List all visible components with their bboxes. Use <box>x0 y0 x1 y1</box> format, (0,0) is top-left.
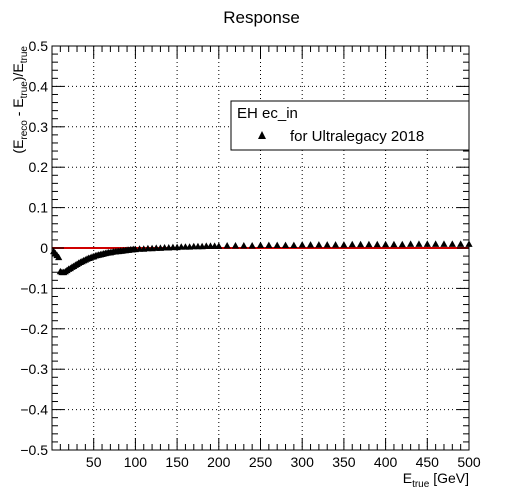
x-tick-label: 450 <box>416 454 440 470</box>
chart-title: Response <box>223 8 300 27</box>
data-point-triangle <box>382 240 390 248</box>
data-point-triangle <box>331 241 340 248</box>
y-axis-label: (Ereco - Etrue)/Etrue <box>10 46 30 154</box>
data-point-triangle <box>457 240 465 247</box>
y-tick-label: 0.4 <box>29 78 49 94</box>
data-point-triangle <box>298 241 306 248</box>
data-point-triangle <box>415 240 423 247</box>
x-tick-label: 250 <box>249 454 273 470</box>
x-tick-label: 500 <box>457 454 481 470</box>
legend-marker-triangle <box>258 131 266 139</box>
data-point-triangle <box>240 241 248 249</box>
data-point-triangle <box>256 241 265 249</box>
x-tick-label: 100 <box>124 454 148 470</box>
x-axis-label-text: E <box>403 470 412 486</box>
legend-header: EH ec_in <box>237 105 298 122</box>
data-point-triangle <box>448 240 456 247</box>
data-point-triangle <box>55 253 63 261</box>
x-tick-label: 200 <box>207 454 231 470</box>
legend-entry-label: for Ultralegacy 2018 <box>290 128 424 145</box>
y-axis-label-subscript: reco <box>19 120 30 140</box>
data-point-triangle <box>290 241 298 249</box>
y-axis-label-text: - E <box>10 98 26 120</box>
data-point-triangle <box>340 241 348 248</box>
data-point-triangle <box>432 240 440 247</box>
x-tick-label: 400 <box>374 454 398 470</box>
y-axis-label-text: )/E <box>10 63 26 81</box>
y-tick-label: −0.4 <box>20 402 48 418</box>
y-tick-label: −0.5 <box>20 442 48 458</box>
data-point-triangle <box>373 240 381 248</box>
x-axis-label-text: [GeV] <box>429 470 469 486</box>
legend-box <box>230 100 470 151</box>
y-tick-label: −0.3 <box>20 361 48 377</box>
y-tick-label: 0.5 <box>29 38 49 54</box>
data-point-triangle <box>440 240 448 247</box>
x-axis-label: Etrue [GeV] <box>403 470 469 490</box>
data-point-triangle <box>390 240 398 248</box>
data-point-triangle <box>465 240 473 247</box>
data-point-triangle <box>248 241 256 249</box>
y-axis-label-subscript: true <box>19 46 30 64</box>
data-point-triangle <box>215 242 223 249</box>
y-axis-label-text: (E <box>10 140 26 154</box>
legend-entries: for Ultralegacy 2018 <box>258 128 424 145</box>
y-tick-label: −0.2 <box>20 321 48 337</box>
y-axis-label-subscript: true <box>19 81 30 99</box>
y-tick-labels: −0.5 −0.4 −0.3 −0.2 −0.1 0 0.1 0.2 0.3 0.4 0.5 <box>20 38 48 458</box>
data-point-triangle <box>273 241 281 249</box>
x-tick-label: 300 <box>291 454 315 470</box>
x-tick-label: 150 <box>165 454 189 470</box>
y-tick-label: −0.1 <box>20 280 48 296</box>
data-point-triangle <box>223 241 231 249</box>
y-tick-label: 0.1 <box>29 200 49 216</box>
axis-ticks <box>52 45 470 451</box>
data-point-triangle <box>407 240 415 247</box>
data-point-triangle <box>365 240 373 248</box>
data-point-triangle <box>323 241 331 248</box>
data-point-triangle <box>265 241 273 249</box>
legend: EH ec_in for Ultralegacy 2018 <box>230 100 470 151</box>
y-tick-label: 0 <box>40 240 48 256</box>
data-points <box>50 240 473 276</box>
data-point-triangle <box>398 240 406 248</box>
data-point-triangle <box>306 241 315 248</box>
x-tick-label: 50 <box>86 454 102 470</box>
data-point-triangle <box>423 240 431 247</box>
data-point-triangle <box>281 241 290 249</box>
y-tick-label: 0.2 <box>29 159 49 175</box>
x-axis-label-subscript: true <box>412 479 430 490</box>
data-point-triangle <box>315 241 323 248</box>
y-tick-label: 0.3 <box>29 119 49 135</box>
data-point-triangle <box>348 240 356 248</box>
data-point-triangle <box>231 241 240 249</box>
x-tick-label: 350 <box>332 454 356 470</box>
data-point-triangle <box>356 240 365 248</box>
x-tick-labels: 50 100 150 200 250 300 350 400 450 500 <box>86 454 481 470</box>
